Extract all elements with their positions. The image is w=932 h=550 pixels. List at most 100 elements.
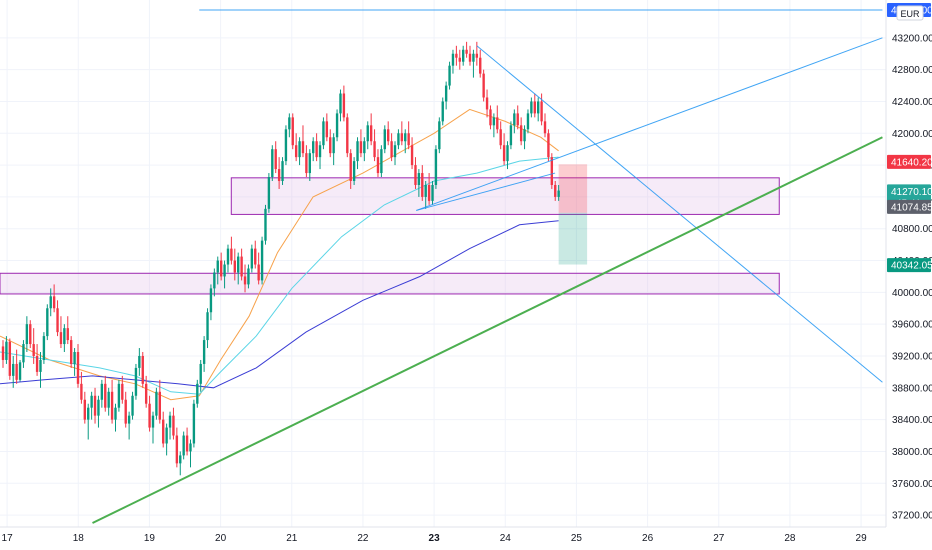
moving-average-line <box>0 220 559 389</box>
candle-body <box>206 312 209 341</box>
candle-body <box>468 53 472 62</box>
candle-body <box>315 141 318 158</box>
candle-body <box>172 415 175 436</box>
candle-body <box>59 332 63 345</box>
candle-body <box>158 391 162 420</box>
candle-body <box>516 113 519 126</box>
price-axis[interactable]: 43200.0042800.0042400.0042000.0041600.00… <box>885 0 932 550</box>
candle-body <box>114 407 117 420</box>
candle-body <box>417 173 421 185</box>
candle-body <box>349 153 352 182</box>
time-tick-label: 19 <box>144 533 156 544</box>
candle-body <box>322 121 325 146</box>
candle-body <box>134 367 138 396</box>
candle-body <box>448 65 451 86</box>
candle-body <box>400 133 404 142</box>
grid-lines <box>0 0 886 527</box>
price-tag-label: 41074.85 <box>891 202 932 213</box>
candle-body <box>107 391 110 408</box>
price-tick-label: 42400.00 <box>892 97 932 108</box>
candle-body <box>22 344 25 363</box>
time-tick-label: 28 <box>784 533 796 544</box>
candle-body <box>462 49 465 62</box>
price-tag <box>887 258 931 273</box>
time-tick-label: 22 <box>357 533 369 544</box>
candle-body <box>182 435 185 456</box>
candle-body <box>76 352 80 384</box>
candle-body <box>523 129 526 142</box>
currency-text: EUR <box>900 9 920 19</box>
candles-layer <box>1 41 560 476</box>
price-tick-label: 39200.00 <box>892 351 932 362</box>
stop-loss-zone <box>558 164 588 213</box>
candle-body <box>550 157 554 185</box>
candle-body <box>342 93 346 118</box>
time-tick-label: 29 <box>856 533 868 544</box>
candle-body <box>363 141 366 154</box>
candle-body <box>179 455 182 464</box>
position-box <box>558 164 588 265</box>
blue-trendline <box>416 37 883 211</box>
candle-body <box>380 149 383 174</box>
candle-body <box>376 157 380 174</box>
candle-body <box>397 133 400 146</box>
price-tag-label: 41270.10 <box>891 187 932 198</box>
candle-body <box>274 149 277 170</box>
candle-body <box>12 363 15 376</box>
candle-body <box>42 336 46 360</box>
candle-body <box>69 340 73 364</box>
candle-body <box>294 145 298 158</box>
candle-body <box>243 276 247 285</box>
trendlines-layer <box>92 9 883 524</box>
zones-layer <box>0 177 780 295</box>
candle-body <box>185 435 189 452</box>
candle-body <box>281 161 284 182</box>
candle-body <box>533 101 536 114</box>
candle-body <box>496 117 499 130</box>
candle-body <box>39 359 42 372</box>
candle-body <box>438 121 441 150</box>
candle-body <box>264 208 267 241</box>
candle-body <box>104 383 107 408</box>
candle-body <box>226 248 230 265</box>
candle-body <box>247 268 250 285</box>
time-tick-label: 23 <box>429 533 441 544</box>
candle-body <box>199 363 202 384</box>
candle-body <box>25 324 29 345</box>
price-tick-label: 43200.00 <box>892 33 932 44</box>
candle-body <box>237 256 240 273</box>
candle-body <box>29 324 32 345</box>
currency-label: EUR <box>896 5 924 21</box>
candle-body <box>366 125 369 142</box>
take-profit-zone <box>558 212 588 265</box>
blue-trendline <box>476 45 883 383</box>
candle-body <box>121 383 124 400</box>
candle-body <box>291 117 294 146</box>
candle-body <box>318 145 322 158</box>
time-axis[interactable]: 17 18 19 20 21 22 23 24 25 26 27 28 29 <box>0 526 932 550</box>
moving-average-line <box>0 156 559 395</box>
candle-body <box>1 346 5 360</box>
candle-body <box>369 125 373 142</box>
candle-body <box>216 260 219 273</box>
candle-body <box>254 248 257 265</box>
candle-body <box>455 53 458 58</box>
time-tick-label: 18 <box>73 533 85 544</box>
candle-body <box>148 403 151 428</box>
time-tick-label: 20 <box>215 533 227 544</box>
moving-averages <box>0 108 559 401</box>
candle-body <box>356 141 359 162</box>
candle-body <box>444 85 448 102</box>
price-tick-label: 38000.00 <box>892 447 932 458</box>
candle-body <box>15 363 18 380</box>
price-tags: 43550.0041640.2041270.1045:4141074.85403… <box>887 3 932 273</box>
candle-body <box>427 184 431 201</box>
candle-body <box>489 109 492 126</box>
candle-body <box>387 129 390 142</box>
candle-body <box>162 419 165 444</box>
price-tag-label: 41640.20 <box>891 157 932 168</box>
candle-body <box>100 383 104 400</box>
candle-body <box>213 272 216 289</box>
price-tick-label: 40800.00 <box>892 224 932 235</box>
